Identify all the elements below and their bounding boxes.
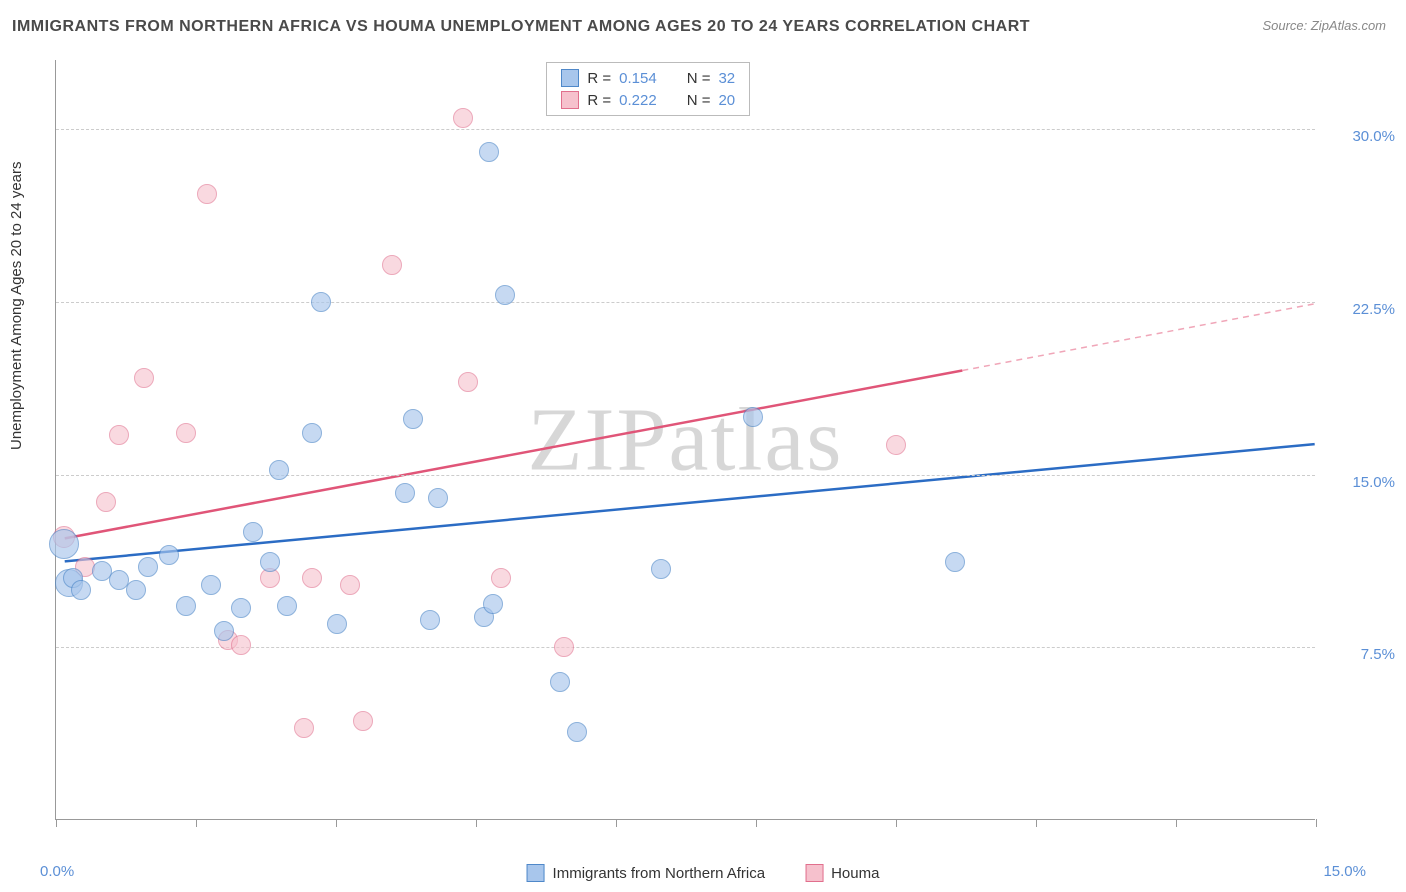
immigrants-na-point bbox=[201, 575, 221, 595]
source-attribution: Source: ZipAtlas.com bbox=[1262, 18, 1386, 33]
legend-label: Immigrants from Northern Africa bbox=[553, 865, 766, 882]
immigrants-na-point bbox=[428, 488, 448, 508]
n-label: N = bbox=[687, 92, 711, 109]
immigrants-na-point bbox=[495, 285, 515, 305]
immigrants-na-point bbox=[420, 610, 440, 630]
immigrants-na-point bbox=[269, 460, 289, 480]
immigrants-na-point bbox=[945, 552, 965, 572]
legend-swatch bbox=[527, 864, 545, 882]
legend-swatch bbox=[561, 69, 579, 87]
houma-point bbox=[453, 108, 473, 128]
n-label: N = bbox=[687, 70, 711, 87]
houma-point bbox=[340, 575, 360, 595]
immigrants-na-point bbox=[138, 557, 158, 577]
houma-point bbox=[458, 372, 478, 392]
immigrants-na-point bbox=[567, 722, 587, 742]
immigrants-na-point bbox=[327, 614, 347, 634]
houma-point bbox=[886, 435, 906, 455]
x-tick bbox=[1316, 819, 1317, 827]
houma-point bbox=[554, 637, 574, 657]
immigrants-na-point bbox=[214, 621, 234, 641]
x-tick bbox=[616, 819, 617, 827]
x-axis-min-label: 0.0% bbox=[40, 863, 74, 880]
x-tick bbox=[196, 819, 197, 827]
n-value: 32 bbox=[718, 70, 735, 87]
gridline bbox=[56, 475, 1315, 476]
immigrants-na-point bbox=[231, 598, 251, 618]
watermark: ZIPatlas bbox=[528, 388, 844, 491]
x-tick bbox=[1176, 819, 1177, 827]
x-tick bbox=[336, 819, 337, 827]
x-tick bbox=[1036, 819, 1037, 827]
immigrants-na-point bbox=[277, 596, 297, 616]
houma-point bbox=[294, 718, 314, 738]
series-legend: Immigrants from Northern Africa Houma bbox=[527, 864, 880, 882]
houma-point bbox=[197, 184, 217, 204]
x-tick bbox=[896, 819, 897, 827]
legend-stat-row: R = 0.222 N = 20 bbox=[561, 91, 735, 109]
immigrants-na-point bbox=[550, 672, 570, 692]
scatter-plot-area: ZIPatlas bbox=[55, 60, 1315, 820]
immigrants-na-point bbox=[395, 483, 415, 503]
r-value: 0.154 bbox=[619, 70, 657, 87]
houma-point bbox=[134, 368, 154, 388]
immigrants-na-point bbox=[743, 407, 763, 427]
legend-swatch bbox=[561, 91, 579, 109]
immigrants-na-point bbox=[260, 552, 280, 572]
legend-swatch bbox=[805, 864, 823, 882]
houma-point bbox=[96, 492, 116, 512]
r-value: 0.222 bbox=[619, 92, 657, 109]
houma-point bbox=[382, 255, 402, 275]
chart-title: IMMIGRANTS FROM NORTHERN AFRICA VS HOUMA… bbox=[12, 18, 1030, 36]
immigrants-na-point bbox=[159, 545, 179, 565]
legend-stat-row: R = 0.154 N = 32 bbox=[561, 69, 735, 87]
immigrants-na-point bbox=[49, 529, 79, 559]
r-label: R = bbox=[587, 70, 611, 87]
immigrants-na-point bbox=[176, 596, 196, 616]
correlation-legend-box: R = 0.154 N = 32 R = 0.222 N = 20 bbox=[546, 62, 750, 116]
houma-point bbox=[302, 568, 322, 588]
immigrants-na-point bbox=[71, 580, 91, 600]
y-tick-label: 7.5% bbox=[1325, 646, 1395, 663]
houma-point bbox=[231, 635, 251, 655]
immigrants-na-point bbox=[243, 522, 263, 542]
x-tick bbox=[56, 819, 57, 827]
houma-point bbox=[176, 423, 196, 443]
gridline bbox=[56, 302, 1315, 303]
y-axis-label: Unemployment Among Ages 20 to 24 years bbox=[8, 161, 25, 450]
immigrants-na-point bbox=[403, 409, 423, 429]
houma-point bbox=[491, 568, 511, 588]
immigrants-na-point bbox=[479, 142, 499, 162]
legend-item: Immigrants from Northern Africa bbox=[527, 864, 766, 882]
r-label: R = bbox=[587, 92, 611, 109]
immigrants-na-point bbox=[311, 292, 331, 312]
x-axis-max-label: 15.0% bbox=[1323, 863, 1366, 880]
y-tick-label: 22.5% bbox=[1325, 301, 1395, 318]
n-value: 20 bbox=[718, 92, 735, 109]
gridline bbox=[56, 129, 1315, 130]
houma-point bbox=[353, 711, 373, 731]
y-tick-label: 30.0% bbox=[1325, 128, 1395, 145]
x-tick bbox=[756, 819, 757, 827]
legend-label: Houma bbox=[831, 865, 879, 882]
immigrants-na-point bbox=[126, 580, 146, 600]
immigrants-na-point bbox=[302, 423, 322, 443]
legend-item: Houma bbox=[805, 864, 879, 882]
immigrants-na-point bbox=[483, 594, 503, 614]
trendlines-svg bbox=[56, 60, 1315, 819]
x-tick bbox=[476, 819, 477, 827]
houma-point bbox=[109, 425, 129, 445]
immigrants-na-point bbox=[651, 559, 671, 579]
y-tick-label: 15.0% bbox=[1325, 474, 1395, 491]
